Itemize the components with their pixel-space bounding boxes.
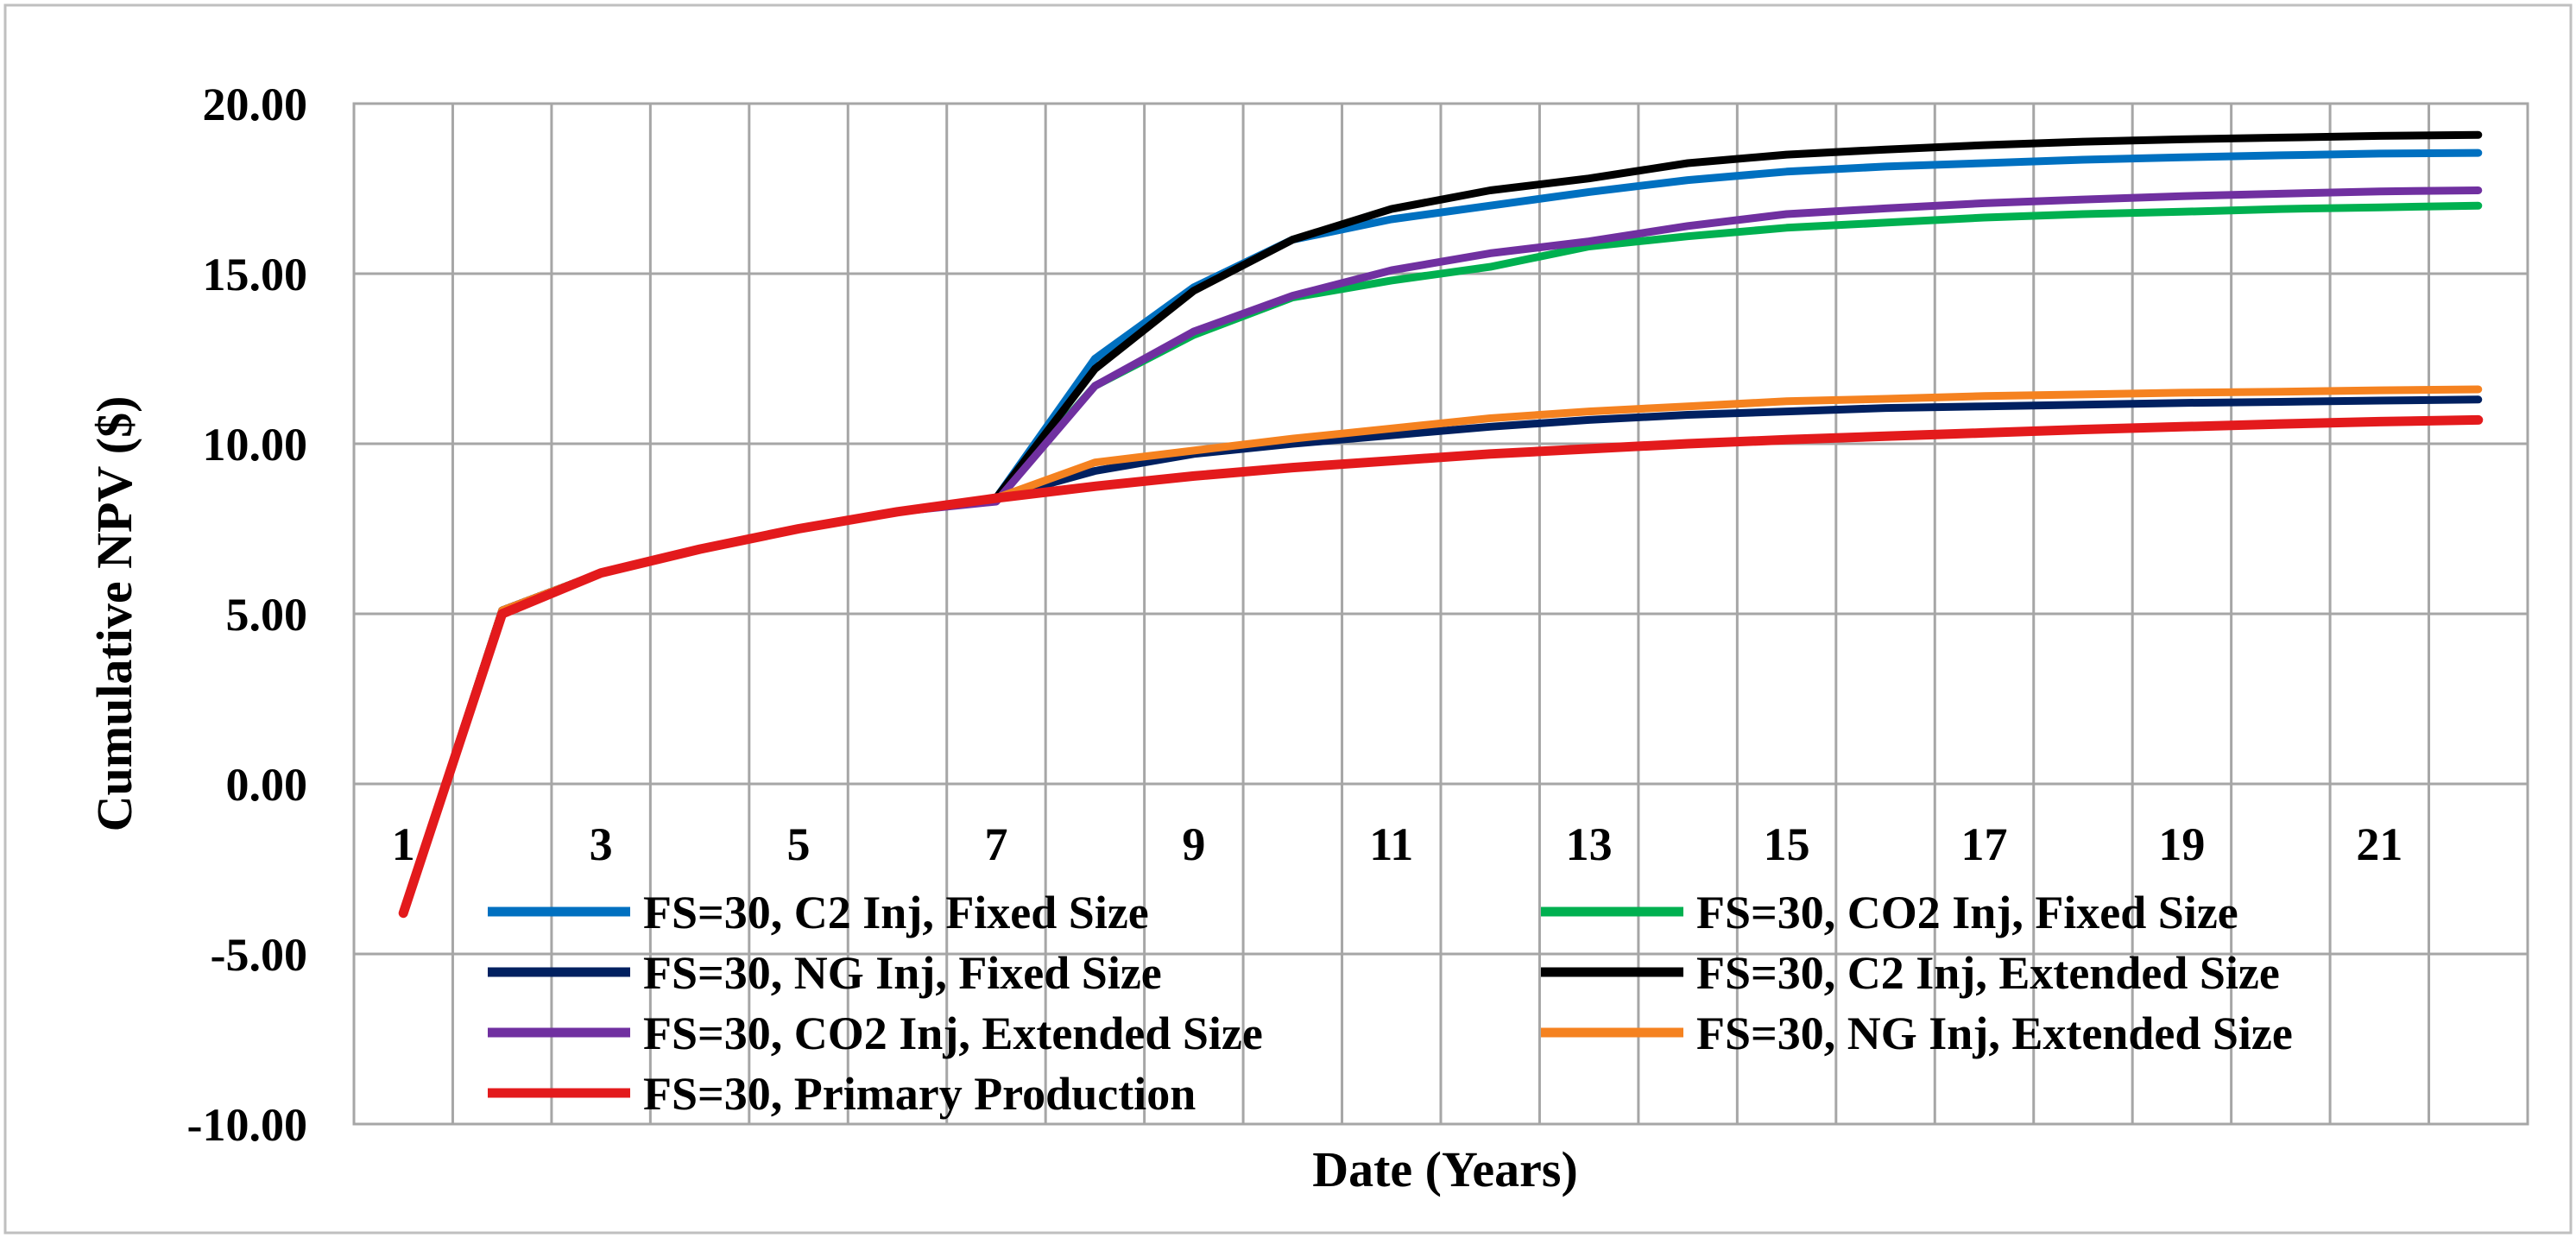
legend: FS=30, C2 Inj, Fixed Size FS=30, CO2 Inj,… [488,887,2293,1120]
y-tick-label: -10.00 [187,1099,307,1151]
x-tick-label: 3 [590,818,613,870]
x-tick-label: 11 [1369,818,1413,870]
y-tick-label: 15.00 [203,249,308,300]
y-tick-label: 20.00 [203,79,308,130]
legend-label: FS=30, NG Inj, Fixed Size [643,947,1162,999]
x-tick-label: 19 [2158,818,2205,870]
x-tick-label: 21 [2356,818,2402,870]
x-axis-title: Date (Years) [1312,1141,1578,1197]
y-tick-label: 0.00 [226,759,308,811]
x-tick-label: 13 [1566,818,1613,870]
y-tick-label: 10.00 [203,419,308,471]
legend-label: FS=30, CO2 Inj, Extended Size [643,1007,1263,1059]
x-tick-label: 9 [1182,818,1205,870]
legend-label: FS=30, Primary Production [643,1068,1196,1120]
x-tick-label: 5 [787,818,811,870]
legend-label: FS=30, NG Inj, Extended Size [1696,1007,2293,1059]
y-tick-label: -5.00 [211,929,307,981]
y-tick-label: 5.00 [226,589,308,641]
legend-label: FS=30, C2 Inj, Fixed Size [643,887,1149,938]
x-axis-tick-labels: 1 3 5 7 9 11 13 15 17 19 21 [392,818,2403,870]
legend-label: FS=30, CO2 Inj, Fixed Size [1696,887,2238,938]
x-tick-label: 1 [392,818,415,870]
y-axis-title: Cumulative NPV ($) [86,396,142,832]
x-tick-label: 15 [1764,818,1810,870]
y-axis-tick-labels: 20.00 15.00 10.00 5.00 0.00 -5.00 -10.00 [187,79,307,1151]
series-line-7 [398,414,2484,919]
series-lines [398,130,2484,919]
x-tick-label: 7 [984,818,1007,870]
legend-label: FS=30, C2 Inj, Extended Size [1696,947,2280,999]
x-tick-label: 17 [1961,818,2008,870]
